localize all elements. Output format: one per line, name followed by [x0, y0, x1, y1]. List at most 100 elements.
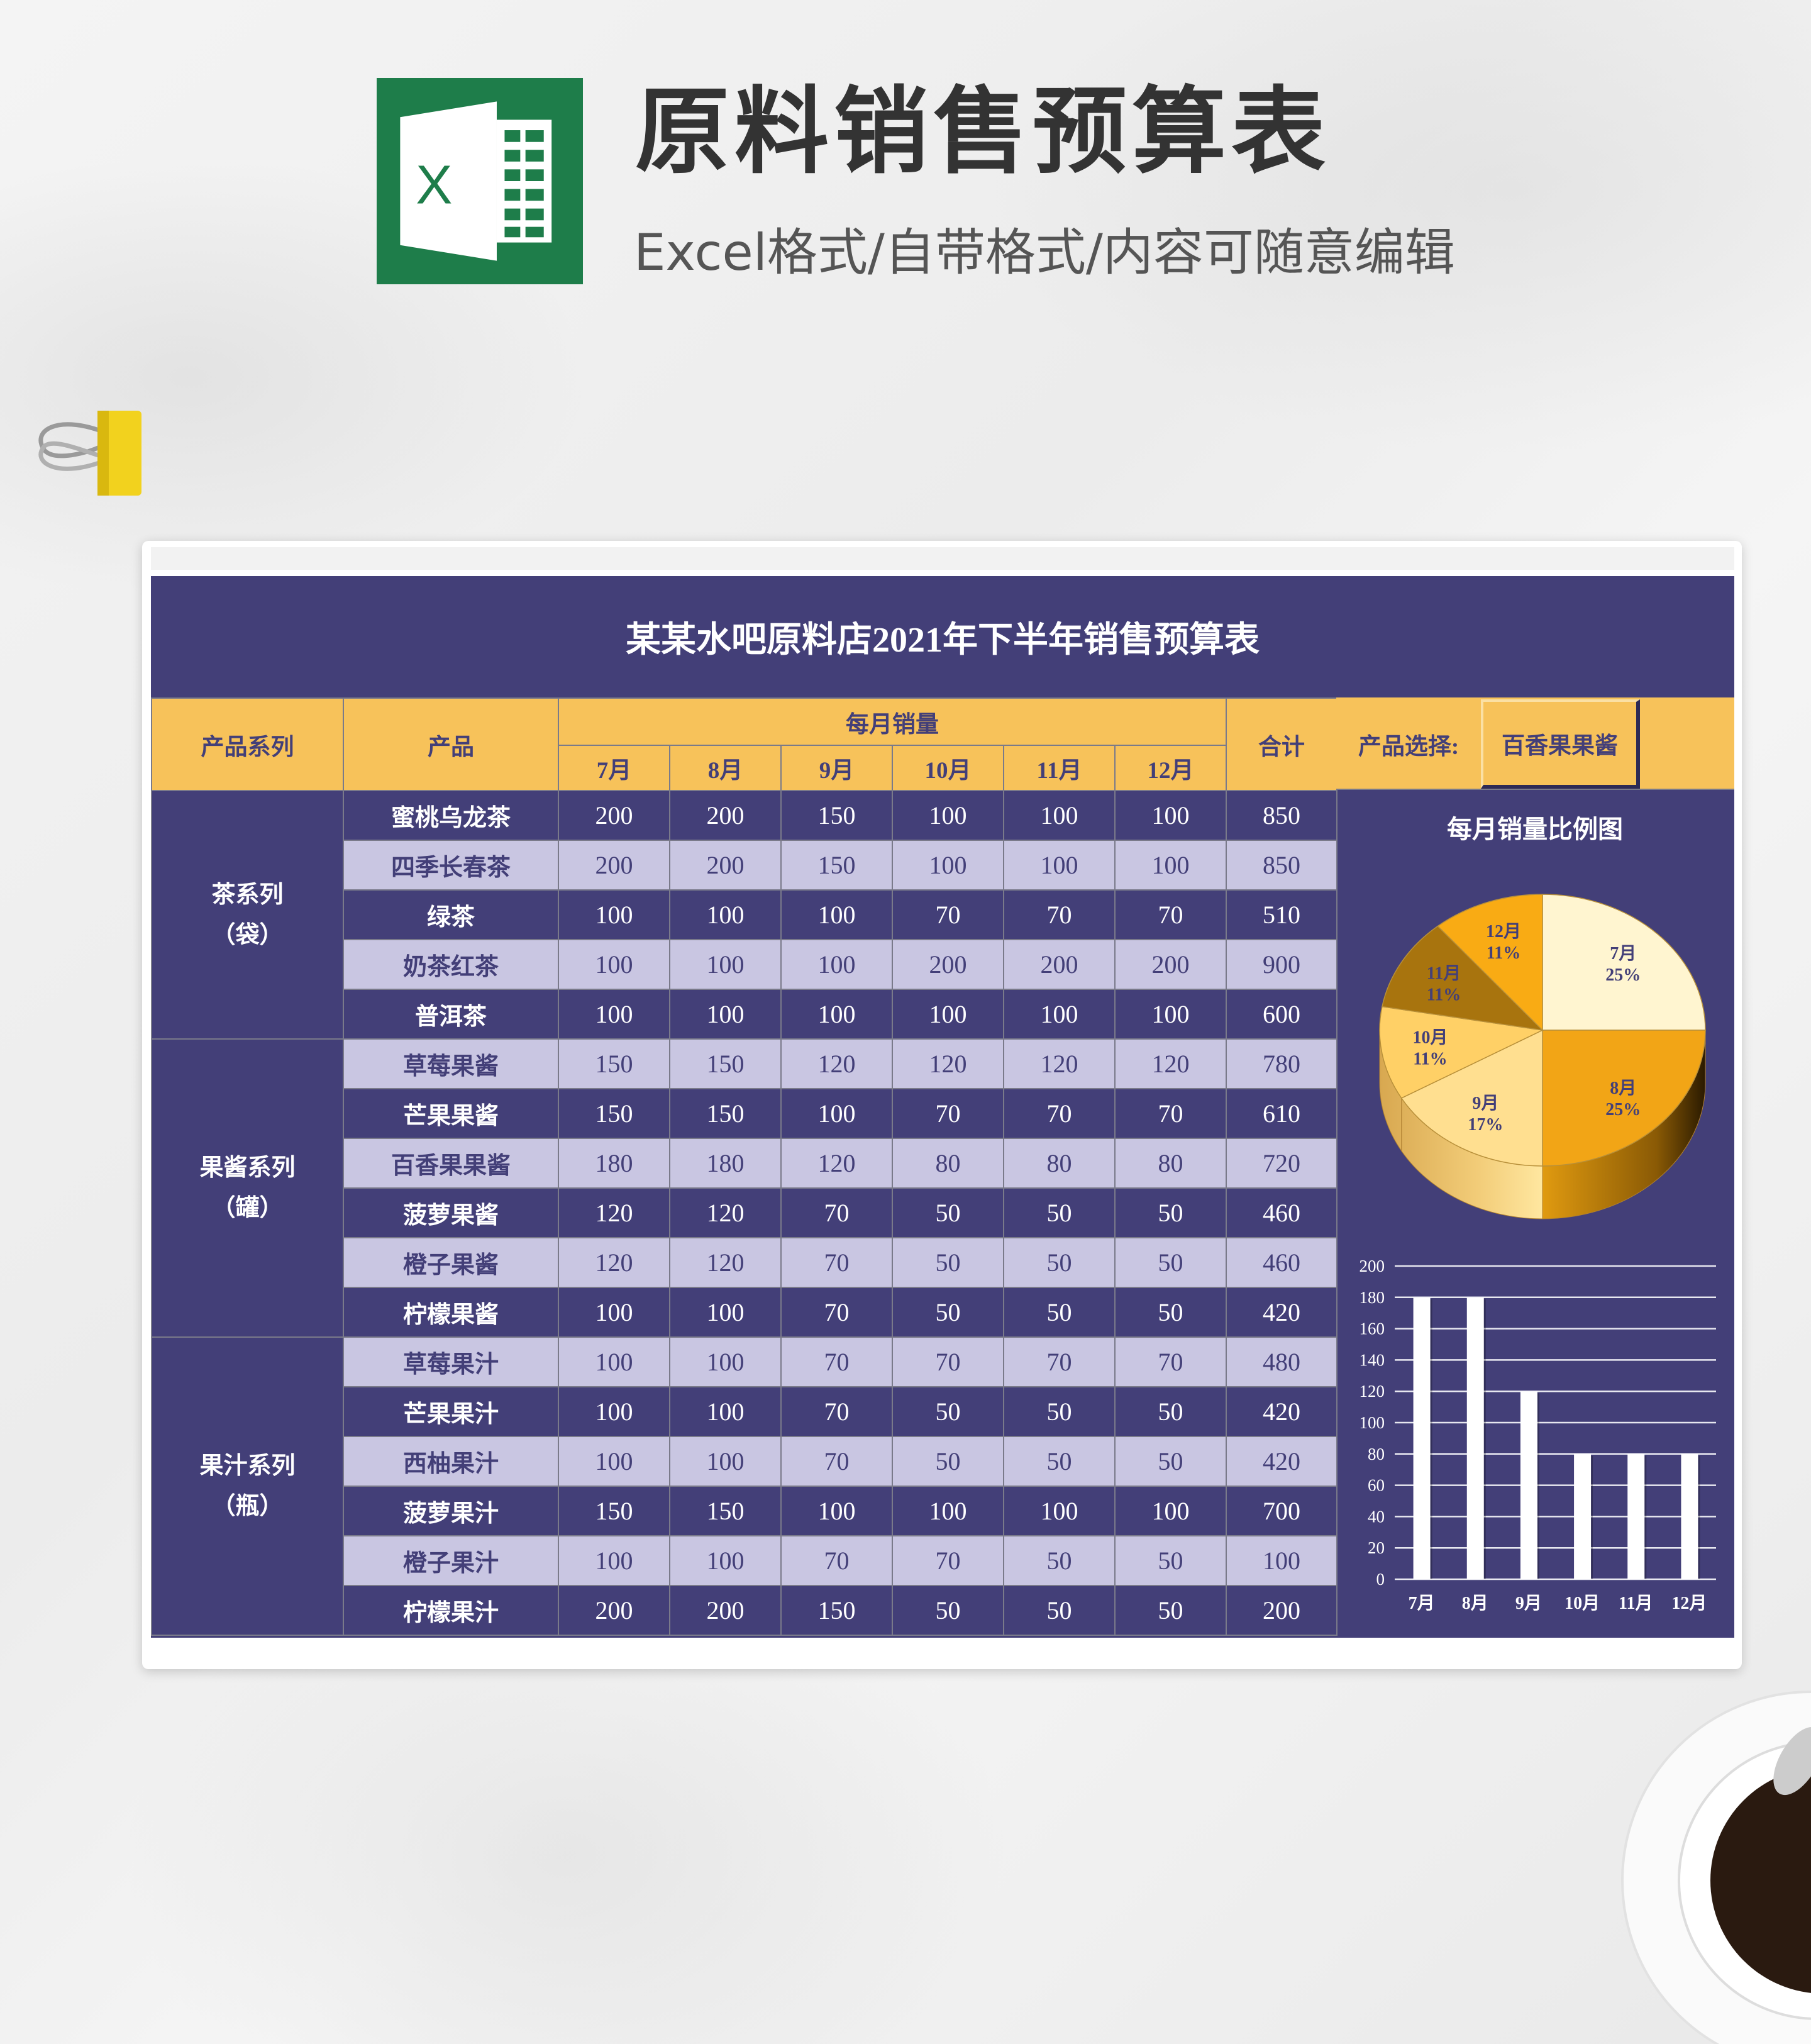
product-cell[interactable]: 橙子果汁 — [343, 1535, 559, 1586]
month-value-cell[interactable]: 100 — [558, 889, 670, 940]
product-cell[interactable]: 芒果果酱 — [343, 1088, 559, 1139]
month-value-cell[interactable]: 50 — [892, 1187, 1004, 1238]
total-cell[interactable]: 700 — [1226, 1486, 1337, 1536]
month-value-cell[interactable]: 100 — [892, 989, 1004, 1040]
month-value-cell[interactable]: 100 — [1114, 790, 1227, 841]
month-value-cell[interactable]: 50 — [892, 1237, 1004, 1288]
series-cell[interactable]: 果酱系列 （罐） — [151, 1038, 344, 1338]
total-cell[interactable]: 100 — [1226, 1535, 1337, 1586]
total-cell[interactable]: 600 — [1226, 989, 1337, 1040]
pie-slice[interactable] — [1382, 925, 1544, 1031]
product-cell[interactable]: 草莓果酱 — [343, 1038, 559, 1089]
month-value-cell[interactable]: 50 — [892, 1585, 1004, 1636]
header-month[interactable]: 12月 — [1114, 745, 1227, 791]
header-month[interactable]: 8月 — [669, 745, 782, 791]
month-value-cell[interactable]: 50 — [1003, 1287, 1116, 1338]
month-value-cell[interactable]: 50 — [1003, 1386, 1116, 1437]
month-value-cell[interactable]: 100 — [1003, 840, 1116, 891]
month-value-cell[interactable]: 70 — [1114, 889, 1227, 940]
month-value-cell[interactable]: 100 — [558, 939, 670, 990]
month-value-cell[interactable]: 70 — [780, 1187, 893, 1238]
month-value-cell[interactable]: 70 — [780, 1436, 893, 1487]
month-value-cell[interactable]: 150 — [780, 840, 893, 891]
product-cell[interactable]: 蜜桃乌龙茶 — [343, 790, 559, 841]
month-value-cell[interactable]: 100 — [1114, 840, 1227, 891]
month-value-cell[interactable]: 150 — [669, 1088, 782, 1139]
product-cell[interactable]: 百香果果酱 — [343, 1138, 559, 1189]
product-cell[interactable]: 芒果果汁 — [343, 1386, 559, 1437]
sheet-title[interactable]: 某某水吧原料店2021年下半年销售预算表 — [626, 621, 1260, 660]
month-value-cell[interactable]: 100 — [669, 939, 782, 990]
month-value-cell[interactable]: 100 — [669, 1535, 782, 1586]
month-value-cell[interactable]: 120 — [780, 1038, 893, 1089]
month-value-cell[interactable]: 100 — [780, 1088, 893, 1139]
pie-slice[interactable] — [1379, 1006, 1544, 1099]
month-value-cell[interactable]: 200 — [892, 939, 1004, 990]
month-value-cell[interactable]: 50 — [1114, 1436, 1227, 1487]
month-value-cell[interactable]: 180 — [669, 1138, 782, 1189]
product-cell[interactable]: 菠萝果汁 — [343, 1486, 559, 1536]
product-cell[interactable]: 奶茶红茶 — [343, 939, 559, 990]
month-value-cell[interactable]: 50 — [1003, 1535, 1116, 1586]
month-value-cell[interactable]: 100 — [669, 1386, 782, 1437]
month-value-cell[interactable]: 100 — [780, 989, 893, 1040]
month-value-cell[interactable]: 100 — [1003, 1486, 1116, 1536]
month-value-cell[interactable]: 100 — [892, 790, 1004, 841]
month-value-cell[interactable]: 100 — [780, 889, 893, 940]
month-value-cell[interactable]: 120 — [669, 1187, 782, 1238]
month-value-cell[interactable]: 150 — [780, 790, 893, 841]
month-value-cell[interactable]: 200 — [669, 840, 782, 891]
month-value-cell[interactable]: 100 — [558, 1336, 670, 1387]
month-value-cell[interactable]: 100 — [669, 1436, 782, 1487]
total-cell[interactable]: 200 — [1226, 1585, 1337, 1636]
month-value-cell[interactable]: 50 — [1114, 1535, 1227, 1586]
total-cell[interactable]: 610 — [1226, 1088, 1337, 1139]
month-value-cell[interactable]: 70 — [892, 1336, 1004, 1387]
month-value-cell[interactable]: 100 — [1003, 989, 1116, 1040]
month-value-cell[interactable]: 200 — [1114, 939, 1227, 990]
month-value-cell[interactable]: 50 — [1003, 1237, 1116, 1288]
pie-slice[interactable] — [1542, 1030, 1706, 1167]
month-value-cell[interactable]: 50 — [1003, 1585, 1116, 1636]
month-value-cell[interactable]: 120 — [892, 1038, 1004, 1089]
month-value-cell[interactable]: 100 — [1114, 989, 1227, 1040]
month-value-cell[interactable]: 200 — [558, 840, 670, 891]
total-cell[interactable]: 510 — [1226, 889, 1337, 940]
month-value-cell[interactable]: 70 — [1114, 1088, 1227, 1139]
header-month[interactable]: 10月 — [892, 745, 1004, 791]
series-cell[interactable]: 茶系列 （袋） — [151, 790, 344, 1040]
month-value-cell[interactable]: 150 — [669, 1486, 782, 1536]
month-value-cell[interactable]: 100 — [558, 1535, 670, 1586]
month-value-cell[interactable]: 70 — [1003, 1336, 1116, 1387]
month-value-cell[interactable]: 50 — [892, 1386, 1004, 1437]
month-value-cell[interactable]: 120 — [780, 1138, 893, 1189]
month-value-cell[interactable]: 70 — [780, 1336, 893, 1387]
total-cell[interactable]: 460 — [1226, 1187, 1337, 1238]
pie-slice[interactable] — [1400, 1029, 1543, 1167]
month-value-cell[interactable]: 100 — [558, 1287, 670, 1338]
month-value-cell[interactable]: 80 — [1114, 1138, 1227, 1189]
month-value-cell[interactable]: 50 — [1114, 1287, 1227, 1338]
month-value-cell[interactable]: 200 — [669, 1585, 782, 1636]
product-cell[interactable]: 绿茶 — [343, 889, 559, 940]
month-value-cell[interactable]: 100 — [558, 1436, 670, 1487]
month-value-cell[interactable]: 150 — [558, 1088, 670, 1139]
month-value-cell[interactable]: 100 — [1003, 790, 1116, 841]
month-value-cell[interactable]: 120 — [1114, 1038, 1227, 1089]
product-cell[interactable]: 柠檬果酱 — [343, 1287, 559, 1338]
month-value-cell[interactable]: 120 — [558, 1237, 670, 1288]
total-cell[interactable]: 720 — [1226, 1138, 1337, 1189]
pie-slice[interactable] — [1542, 894, 1706, 1031]
month-value-cell[interactable]: 120 — [1003, 1038, 1116, 1089]
month-value-cell[interactable]: 200 — [669, 790, 782, 841]
header-monthly-sales[interactable]: 每月销量 — [558, 697, 1227, 746]
month-value-cell[interactable]: 50 — [1114, 1237, 1227, 1288]
bar[interactable] — [1520, 1391, 1537, 1579]
month-value-cell[interactable]: 100 — [558, 989, 670, 1040]
product-cell[interactable]: 普洱茶 — [343, 989, 559, 1040]
bar[interactable] — [1466, 1297, 1484, 1579]
month-value-cell[interactable]: 120 — [669, 1237, 782, 1288]
pie-slice[interactable] — [1437, 894, 1543, 1031]
month-value-cell[interactable]: 200 — [558, 1585, 670, 1636]
month-value-cell[interactable]: 100 — [780, 939, 893, 990]
